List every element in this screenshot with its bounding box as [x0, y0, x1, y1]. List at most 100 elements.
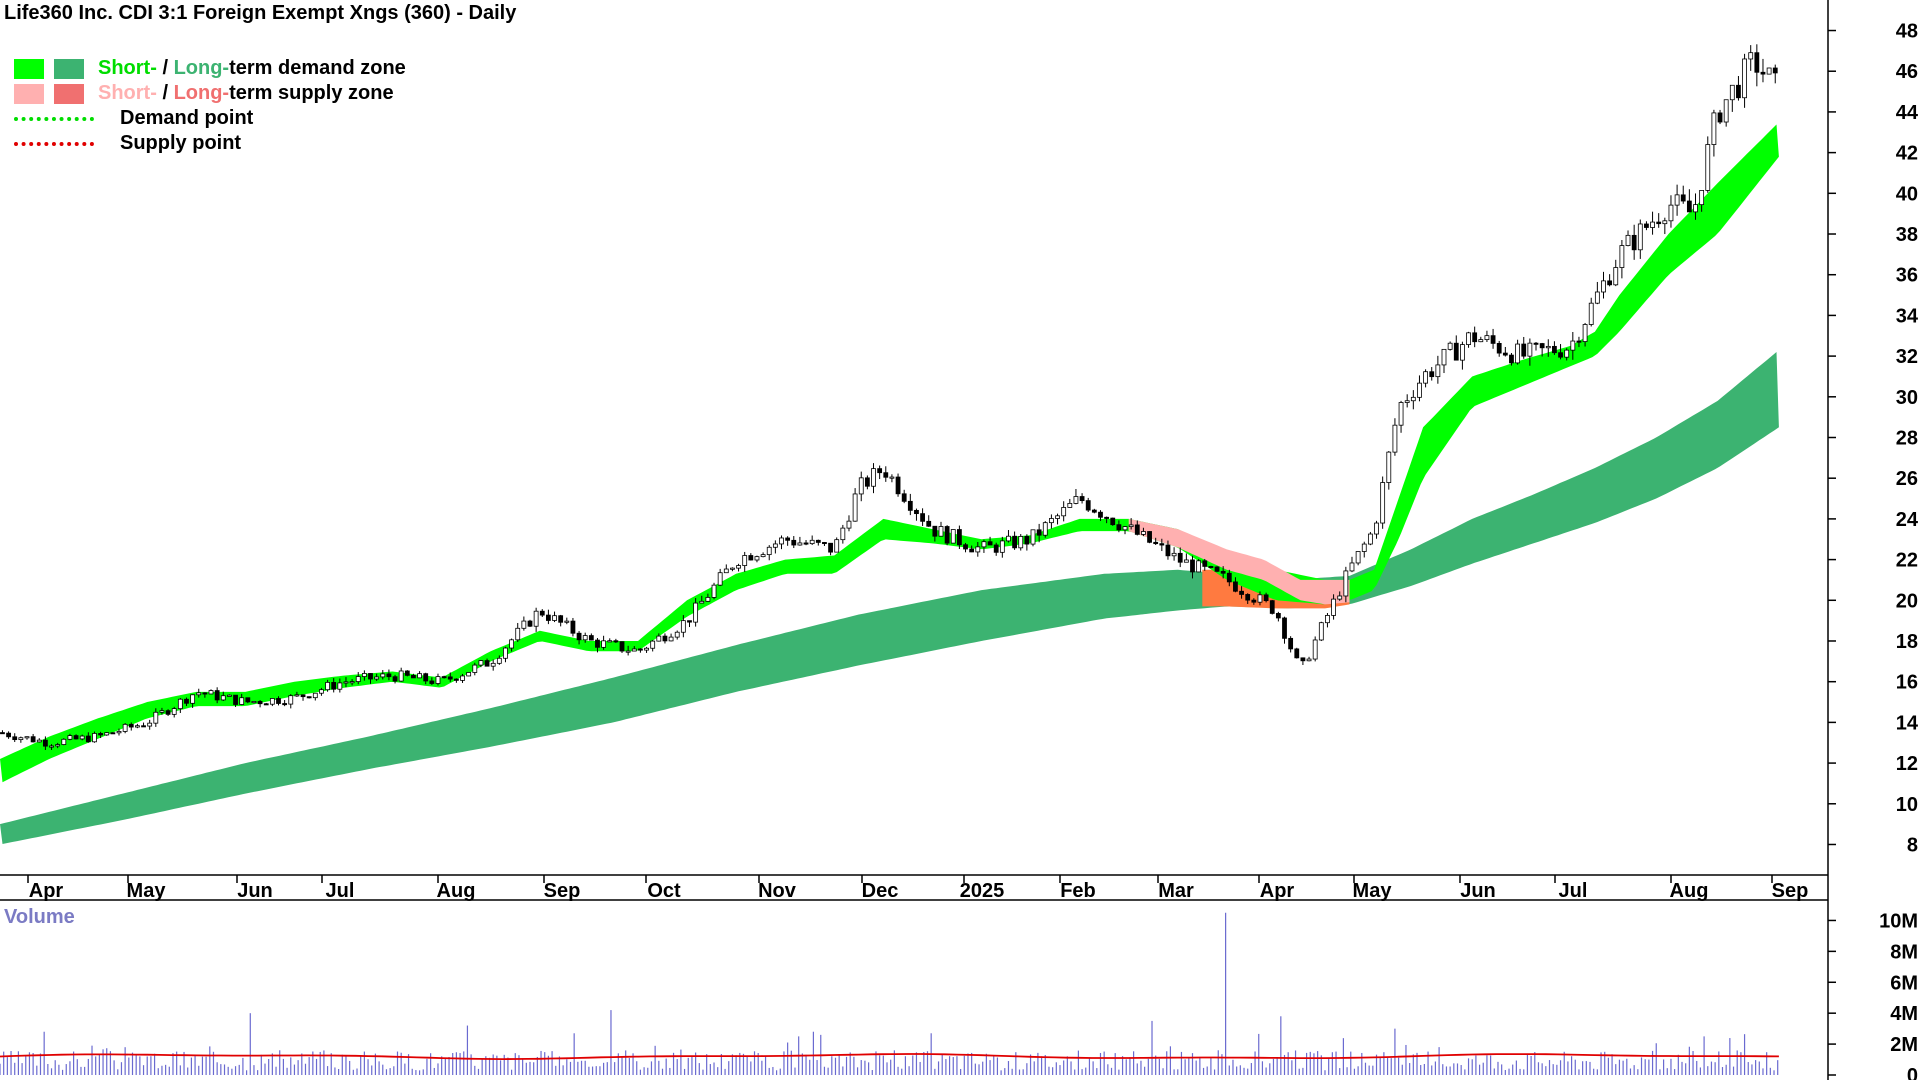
candle-body	[705, 597, 711, 602]
candle-body	[331, 682, 337, 690]
candle-body	[1594, 291, 1600, 304]
candle-body	[1607, 280, 1613, 286]
candle-body	[828, 542, 833, 553]
candle-body	[257, 701, 263, 705]
candle-body	[1723, 99, 1729, 123]
candle-body	[1650, 221, 1655, 228]
candle-body	[374, 676, 380, 680]
candle-body	[1012, 535, 1018, 549]
price-tick-label: 32	[1896, 346, 1918, 368]
price-tick-label: 48	[1896, 21, 1918, 43]
candle-body	[969, 548, 975, 553]
price-tick-label: 10	[1896, 794, 1918, 816]
price-tick-label: 40	[1896, 183, 1918, 205]
candle-body	[772, 543, 778, 548]
date-tick-label: Sep	[544, 880, 581, 902]
candle-body	[595, 639, 600, 648]
candle-body	[67, 735, 73, 740]
volume-tick-label: 10M	[1879, 910, 1918, 932]
candle-body	[1453, 342, 1459, 361]
candles-layer	[0, 44, 1778, 751]
candle-body	[674, 631, 680, 638]
candle-body	[975, 546, 981, 553]
candle-body	[1251, 599, 1257, 603]
long-supply-swatch	[54, 83, 84, 104]
candle-body	[1245, 594, 1251, 601]
date-tick-label: Mar	[1158, 880, 1194, 902]
candle-body	[392, 676, 398, 682]
candle-body	[815, 539, 821, 543]
candle-body	[1472, 332, 1478, 343]
candle-body	[30, 736, 36, 743]
candle-body	[1447, 342, 1453, 350]
candle-body	[251, 701, 257, 704]
candle-body	[196, 692, 202, 696]
chart-title: Life360 Inc. CDI 3:1 Foreign Exempt Xngs…	[4, 2, 517, 24]
candle-body	[79, 735, 85, 740]
candle-body	[613, 640, 619, 643]
candle-body	[128, 723, 134, 728]
candle-body	[12, 736, 18, 741]
candle-body	[1024, 536, 1030, 545]
candle-body	[1374, 522, 1379, 535]
candle-body	[98, 733, 104, 736]
candle-body	[141, 725, 146, 728]
candle-body	[1742, 58, 1747, 99]
candle-body	[1306, 658, 1312, 662]
candle-body	[1668, 204, 1674, 222]
candle-body	[1705, 144, 1711, 191]
candle-body	[6, 732, 11, 738]
candle-body	[822, 542, 827, 545]
candle-body	[668, 636, 674, 642]
candle-body	[1552, 345, 1557, 354]
zones-layer	[0, 124, 1779, 844]
candle-body	[1527, 342, 1533, 357]
candle-body	[1760, 71, 1766, 75]
legend-supply-zone: Short- / Long- term supply zone	[14, 81, 406, 106]
candle-body	[460, 675, 465, 681]
price-tick-label: 18	[1896, 631, 1918, 653]
candle-body	[42, 739, 48, 747]
price-tick-label: 8	[1907, 834, 1918, 856]
candle-body	[263, 703, 269, 706]
candle-body	[349, 681, 355, 684]
candle-body	[1392, 424, 1398, 453]
date-axis: Apr May Jun Jul Aug Sep Oct Nov Dec 2025 Feb Mar Apr…	[27, 875, 1808, 902]
candle-body	[1588, 302, 1594, 325]
candle-body	[1699, 190, 1705, 206]
candle-body	[1478, 339, 1484, 343]
candle-body	[300, 694, 306, 698]
price-tick-label: 12	[1896, 753, 1918, 775]
candle-body	[1570, 340, 1576, 351]
candle-body	[981, 541, 987, 548]
candle-body	[1717, 112, 1723, 123]
candle-body	[625, 650, 631, 653]
date-tick-label: Nov	[758, 880, 797, 902]
candle-body	[61, 738, 67, 745]
candle-body	[1613, 267, 1619, 286]
candle-body	[1466, 332, 1471, 345]
candle-body	[926, 520, 932, 527]
candle-body	[1674, 194, 1680, 206]
candle-body	[736, 565, 741, 569]
candle-body	[1662, 220, 1668, 225]
candle-body	[570, 620, 576, 634]
candle-body	[920, 513, 925, 522]
candle-body	[466, 672, 472, 677]
candle-body	[1110, 517, 1116, 526]
candle-body	[1460, 344, 1465, 361]
date-tick-label: 2025	[960, 880, 1005, 902]
candle-body	[907, 500, 913, 511]
candle-body	[1367, 533, 1373, 545]
candle-body	[1509, 354, 1514, 364]
legend: Short- / Long- term demand zone Short- /…	[14, 56, 406, 156]
candle-body	[135, 725, 140, 728]
price-tick-label: 20	[1896, 590, 1918, 612]
candle-body	[398, 670, 404, 682]
candle-body	[1576, 340, 1582, 343]
candle-body	[429, 680, 435, 684]
legend-demand-sep: /	[156, 57, 174, 79]
candle-body	[1128, 524, 1134, 528]
candle-body	[1736, 84, 1741, 99]
